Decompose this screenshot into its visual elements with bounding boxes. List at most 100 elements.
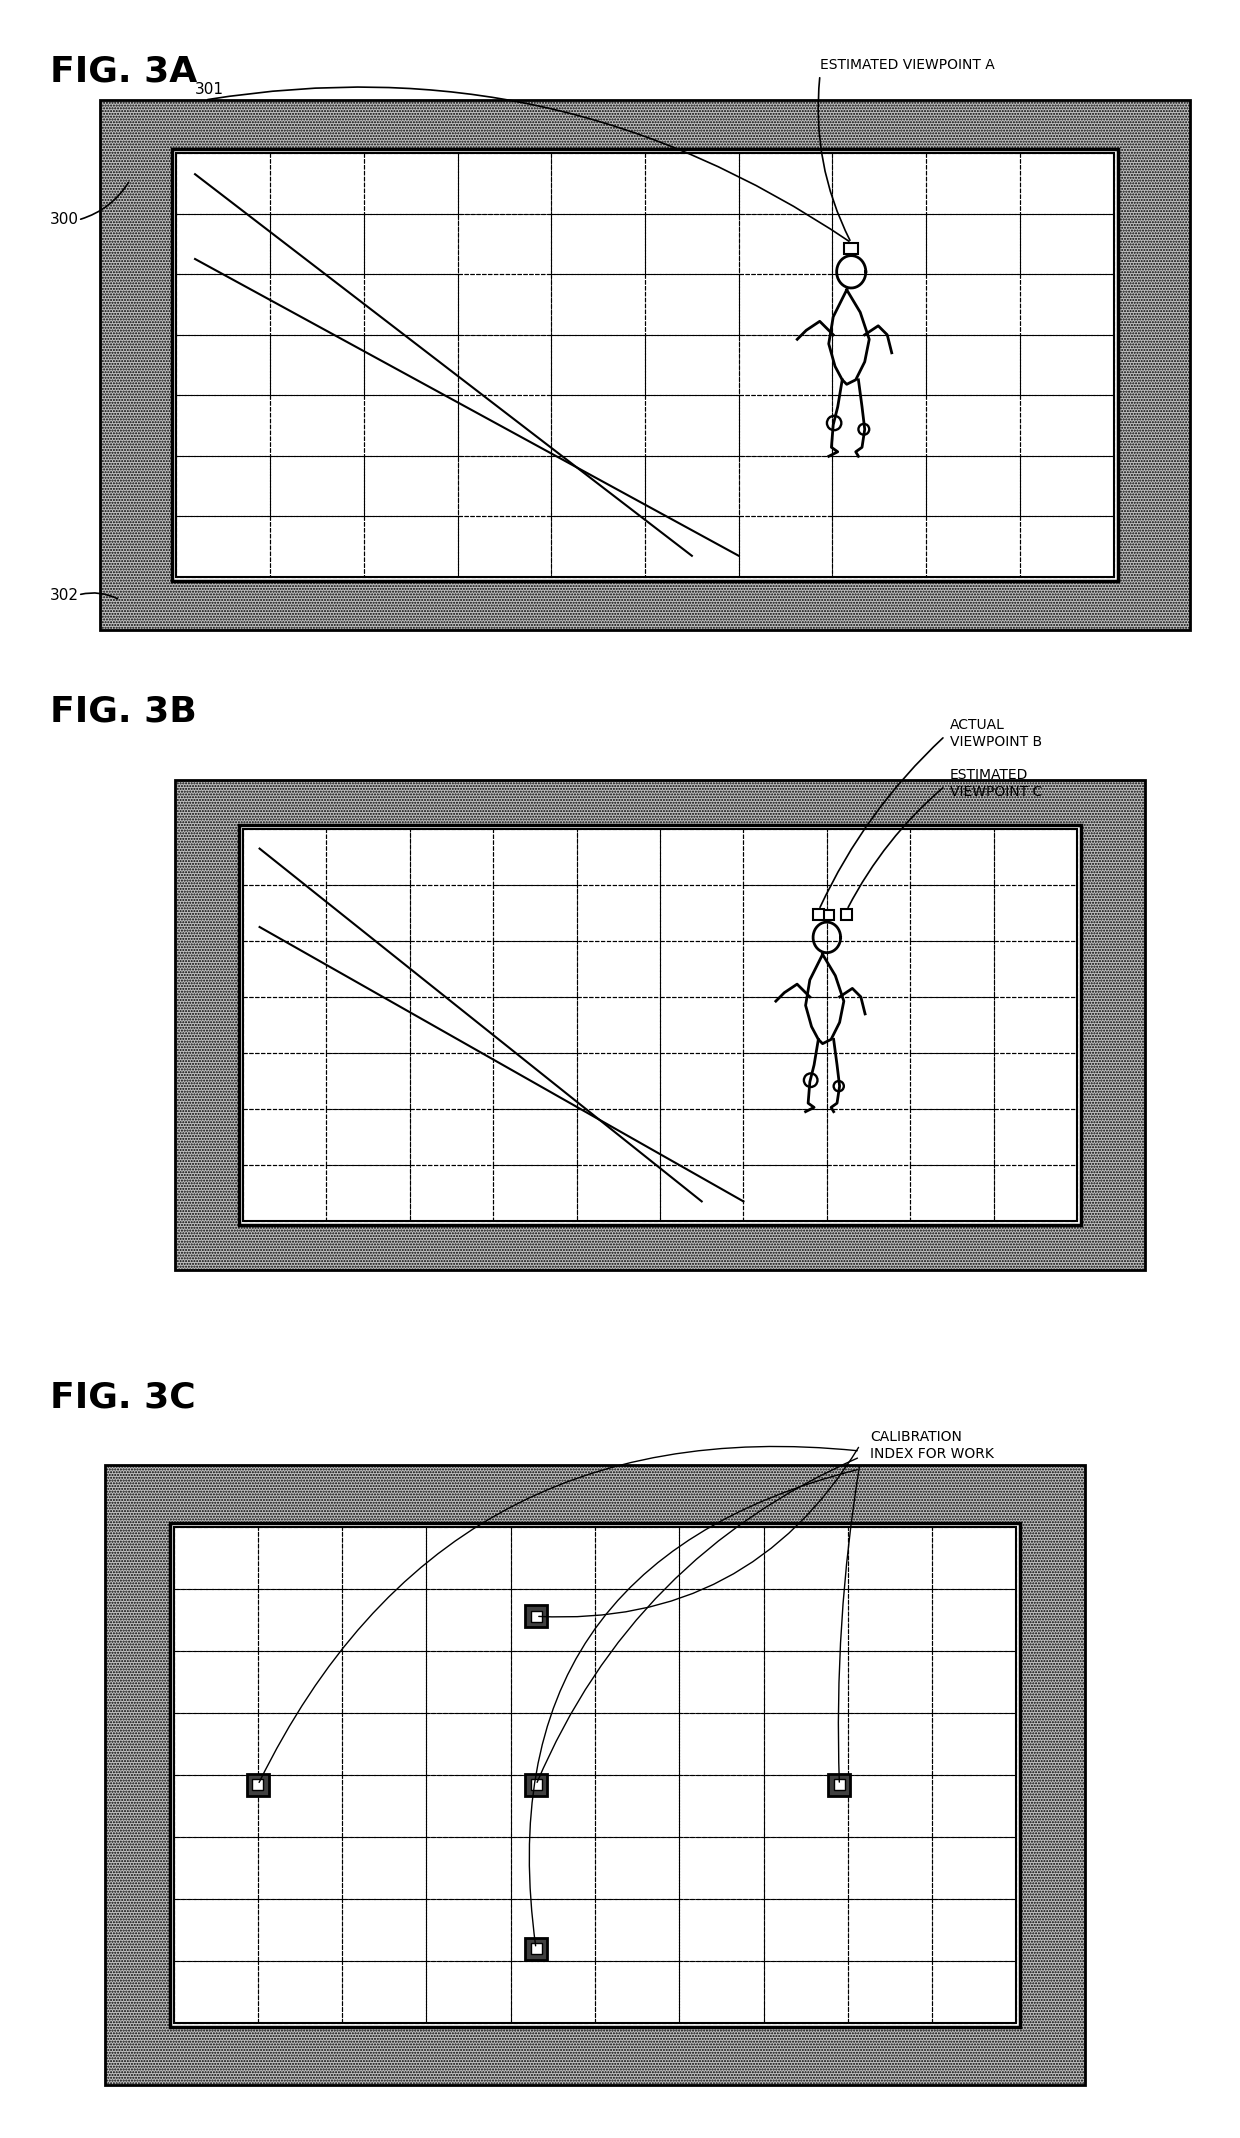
Bar <box>645 455 739 517</box>
Bar <box>645 274 739 336</box>
Bar <box>1021 214 1114 274</box>
Bar <box>258 1899 342 1961</box>
Bar <box>363 455 458 517</box>
Bar <box>764 1775 848 1837</box>
Text: ACTUAL
VIEWPOINT B: ACTUAL VIEWPOINT B <box>950 718 1042 748</box>
Bar <box>744 830 827 885</box>
Bar <box>848 1589 932 1651</box>
Bar <box>993 1054 1078 1110</box>
Bar <box>645 517 739 577</box>
Bar <box>258 1961 342 2023</box>
Bar <box>363 154 458 214</box>
Text: ESTIMATED VIEWPOINT A: ESTIMATED VIEWPOINT A <box>820 58 994 73</box>
Bar <box>176 455 270 517</box>
Bar <box>595 1899 680 1961</box>
Bar <box>174 1961 258 2023</box>
Bar <box>910 1165 993 1221</box>
Bar <box>175 780 1145 1270</box>
Bar <box>258 1713 342 1775</box>
Bar <box>270 154 363 214</box>
Bar <box>253 1779 263 1790</box>
Bar <box>764 1837 848 1899</box>
Bar <box>409 830 494 885</box>
Bar <box>660 830 744 885</box>
Bar <box>827 1110 910 1165</box>
Bar <box>926 274 1021 336</box>
Bar <box>932 1899 1017 1961</box>
Bar <box>342 1527 427 1589</box>
Bar <box>270 336 363 396</box>
Bar <box>926 336 1021 396</box>
Bar <box>494 885 577 941</box>
Bar <box>174 1589 258 1651</box>
Bar <box>243 830 1078 1221</box>
Bar <box>848 1527 932 1589</box>
Bar <box>511 1961 595 2023</box>
Bar <box>680 1713 764 1775</box>
Bar <box>511 1589 595 1651</box>
Bar <box>577 1165 660 1221</box>
Text: ESTIMATED
VIEWPOINT C: ESTIMATED VIEWPOINT C <box>950 768 1043 800</box>
Bar <box>680 1961 764 2023</box>
Bar <box>744 1054 827 1110</box>
Bar <box>531 1610 542 1623</box>
Bar <box>764 1651 848 1713</box>
Bar <box>326 1110 409 1165</box>
Bar <box>1021 274 1114 336</box>
Bar <box>680 1775 764 1837</box>
Bar <box>820 911 833 919</box>
Bar <box>458 214 552 274</box>
Bar <box>427 1651 511 1713</box>
Bar <box>342 1589 427 1651</box>
Bar <box>827 830 910 885</box>
Bar <box>100 100 1190 631</box>
Bar <box>270 214 363 274</box>
Bar <box>105 1465 1085 2085</box>
Bar <box>1021 517 1114 577</box>
Bar <box>848 1775 932 1837</box>
Bar <box>176 274 270 336</box>
Bar <box>739 455 832 517</box>
Bar <box>258 1651 342 1713</box>
Bar <box>827 941 910 996</box>
Bar <box>1021 455 1114 517</box>
Bar <box>926 214 1021 274</box>
Bar <box>176 336 270 396</box>
Bar <box>932 1589 1017 1651</box>
Bar <box>342 1713 427 1775</box>
Bar <box>511 1527 595 1589</box>
Bar <box>739 517 832 577</box>
Bar <box>645 396 739 455</box>
Bar <box>176 396 270 455</box>
Bar <box>458 154 552 214</box>
Bar <box>1021 336 1114 396</box>
Bar <box>744 1110 827 1165</box>
Bar <box>494 830 577 885</box>
Bar <box>827 1054 910 1110</box>
Bar <box>176 517 270 577</box>
Bar <box>247 1775 269 1796</box>
Text: FIG. 3A: FIG. 3A <box>50 56 197 90</box>
Bar <box>243 885 326 941</box>
Bar <box>326 996 409 1054</box>
Bar <box>174 1775 258 1837</box>
Bar <box>552 517 645 577</box>
Bar <box>744 885 827 941</box>
Bar <box>595 1775 680 1837</box>
Bar <box>660 885 744 941</box>
Text: 300: 300 <box>50 212 79 227</box>
Bar <box>427 1527 511 1589</box>
Bar <box>993 885 1078 941</box>
Bar <box>494 1054 577 1110</box>
Bar <box>993 1110 1078 1165</box>
Bar <box>832 214 926 274</box>
Text: 301: 301 <box>195 81 224 96</box>
Bar <box>243 830 326 885</box>
Bar <box>511 1775 595 1837</box>
Bar <box>525 1937 547 1961</box>
Bar <box>243 1054 326 1110</box>
Bar <box>427 1713 511 1775</box>
Bar <box>326 885 409 941</box>
Bar <box>645 214 739 274</box>
Bar <box>326 1165 409 1221</box>
